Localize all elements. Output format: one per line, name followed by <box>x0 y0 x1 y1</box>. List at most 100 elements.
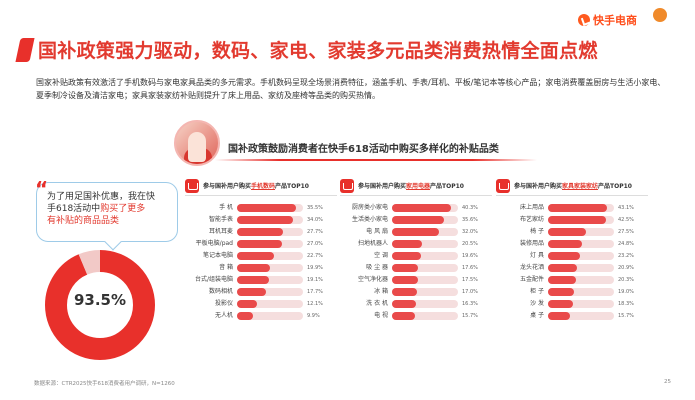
bar-track <box>392 312 458 320</box>
bar-value-label: 17.5% <box>462 277 478 283</box>
quote-line-2-a: 手618活动中 <box>47 204 101 214</box>
bar-category-label: 灯 具 <box>530 252 544 259</box>
bar-value-label: 16.3% <box>462 301 478 307</box>
bar-track <box>548 288 614 296</box>
donut-chart: 93.5% <box>40 245 160 365</box>
bar-value-label: 18.3% <box>618 301 634 307</box>
bar-category-label: 平板电脑/pad <box>195 240 233 247</box>
bar-category-label: 龙头花洒 <box>519 264 544 271</box>
banner-divider <box>215 159 537 161</box>
bar <box>548 216 607 224</box>
bar-category-label: 吸 尘 器 <box>366 264 388 271</box>
page-title: 国补政策强力驱动，数码、家电、家装多元品类消费热情全面点燃 <box>38 40 598 62</box>
bar-category-label: 台式/组装电脑 <box>194 276 233 283</box>
bar-track <box>548 264 614 272</box>
bar-value-label: 24.8% <box>618 241 634 247</box>
bar <box>392 312 416 320</box>
bar-category-label: 椅 子 <box>530 228 544 235</box>
bar-row: 智能手表 34.0% <box>185 215 337 225</box>
bar-row: 生活类小家电 35.6% <box>340 215 492 225</box>
bar-track <box>237 288 303 296</box>
bar-value-label: 32.0% <box>462 229 478 235</box>
bar-value-label: 19.6% <box>462 253 478 259</box>
bar-row: 音 箱 19.9% <box>185 263 337 273</box>
bar-row: 笔记本电脑 22.7% <box>185 251 337 261</box>
bar-category-label: 床上用品 <box>519 204 544 211</box>
bar-value-label: 19.9% <box>307 265 323 271</box>
bar-category-label: 电 风 扇 <box>366 228 388 235</box>
bar-track <box>548 276 614 284</box>
bar <box>392 228 439 236</box>
bar-value-label: 17.0% <box>462 289 478 295</box>
bar-row: 布艺家纺 42.5% <box>496 215 648 225</box>
bar-value-label: 17.7% <box>307 289 323 295</box>
bar-track <box>237 276 303 284</box>
bar-row: 吸 尘 器 17.6% <box>340 263 492 273</box>
bar-row: 椅 子 27.5% <box>496 227 648 237</box>
bar-category-label: 数码相机 <box>208 288 233 295</box>
bar-value-label: 20.5% <box>462 241 478 247</box>
chart-furnishing: 参与国补用户购买家具家装家纺产品TOP10 床上用品 43.1% 布艺家纺 42.5%… <box>496 176 648 320</box>
bar-track <box>392 240 458 248</box>
quote-line-3: 有补贴的商品品类 <box>47 216 120 226</box>
bar <box>548 228 586 236</box>
bar-value-label: 22.7% <box>307 253 323 259</box>
bar-value-label: 27.5% <box>618 229 634 235</box>
bar-row: 投影仪 12.1% <box>185 299 337 309</box>
bar <box>237 300 257 308</box>
bar <box>392 252 421 260</box>
bar-category-label: 装修用品 <box>519 240 544 247</box>
bar-category-label: 笔记本电脑 <box>202 252 233 259</box>
bar-track <box>237 312 303 320</box>
bar-row: 台式/组装电脑 19.1% <box>185 275 337 285</box>
consumer-photo <box>174 120 220 166</box>
bar-category-label: 智能手表 <box>208 216 233 223</box>
page-number: 25 <box>664 379 671 385</box>
title-accent-bar <box>15 38 35 62</box>
bar-row: 数码相机 17.7% <box>185 287 337 297</box>
chart-appliance-header: 参与国补用户购买家用电器产品TOP10 <box>340 176 492 196</box>
bar-category-label: 生活类小家电 <box>351 216 388 223</box>
bar-row: 龙头花洒 20.9% <box>496 263 648 273</box>
quote-line-2-highlight: 购买了更多 <box>100 204 146 214</box>
bar-category-label: 桌 子 <box>530 312 544 319</box>
bar <box>392 276 418 284</box>
bar-value-label: 43.1% <box>618 205 634 211</box>
bar-track <box>392 300 458 308</box>
chart-digital-header: 参与国补用户购买手机数码产品TOP10 <box>185 176 337 196</box>
bar-row: 无人机 9.9% <box>185 311 337 321</box>
bar-value-label: 23.2% <box>618 253 634 259</box>
quote-line-2: 手618活动中购买了更多 <box>47 203 167 215</box>
bar-track <box>392 276 458 284</box>
quote-bubble: “ 为了用足国补优惠，我在快 手618活动中购买了更多 有补贴的商品品类 <box>35 177 178 251</box>
bar-row: 灯 具 23.2% <box>496 251 648 261</box>
bar-category-label: 布艺家纺 <box>519 216 544 223</box>
chart-digital: 参与国补用户购买手机数码产品TOP10 手 机 35.5% 智能手表 34.0% 耳机耳… <box>185 176 337 320</box>
bar-row: 空气净化器 17.5% <box>340 275 492 285</box>
bar <box>237 228 283 236</box>
chart-digital-title: 参与国补用户购买手机数码产品TOP10 <box>203 183 309 190</box>
bar-row: 平板电脑/pad 27.0% <box>185 239 337 249</box>
bar-row: 床上用品 43.1% <box>496 203 648 213</box>
bar-track <box>548 300 614 308</box>
bar <box>392 240 423 248</box>
bar-row: 扫地机器人 20.5% <box>340 239 492 249</box>
bar-row: 冰 箱 17.0% <box>340 287 492 297</box>
bar-value-label: 17.6% <box>462 265 478 271</box>
bar-row: 五金配件 20.3% <box>496 275 648 285</box>
bar <box>237 288 267 296</box>
section-banner: 国补政策鼓励消费者在快手618活动中购买多样化的补贴品类 <box>228 144 499 155</box>
bar <box>392 300 416 308</box>
chart-furnishing-title: 参与国补用户购买家具家装家纺产品TOP10 <box>514 183 632 190</box>
bar-row: 电 视 15.7% <box>340 311 492 321</box>
bar-track <box>392 252 458 260</box>
quote-mark-icon: “ <box>35 177 49 201</box>
sofa-icon <box>496 178 510 193</box>
bar <box>392 288 417 296</box>
brand-name: 快手电商 <box>593 14 637 27</box>
bar-track <box>237 264 303 272</box>
bar <box>237 252 275 260</box>
bar-value-label: 27.0% <box>307 241 323 247</box>
bar-row: 空 调 19.6% <box>340 251 492 261</box>
bar-value-label: 15.7% <box>462 313 478 319</box>
